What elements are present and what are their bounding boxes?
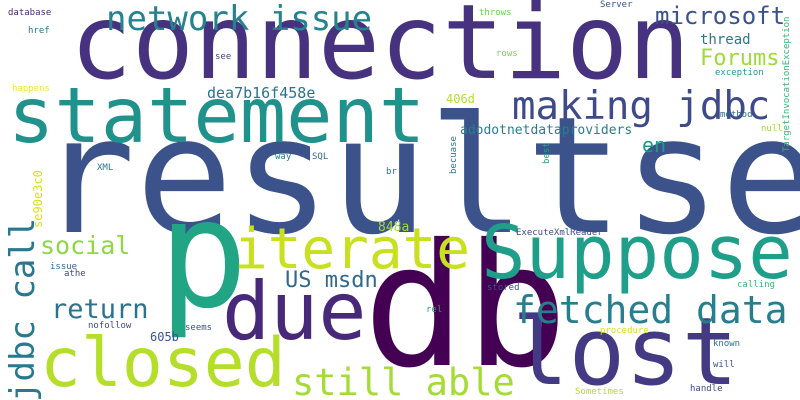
word-targetinvocationexception: TargetInvocationException [782, 16, 792, 152]
word-calling: calling [737, 280, 775, 290]
word-sometimes: Sometimes [575, 387, 624, 397]
word-see: see [215, 52, 232, 62]
word-throws: throws [479, 8, 512, 18]
word-known: known [713, 339, 741, 349]
word-server: Server [600, 0, 633, 10]
word-closed: closed [40, 324, 286, 400]
word-null: null [761, 124, 783, 134]
word-procedure: procedure [600, 326, 649, 336]
word-fetched-data: fetched data [513, 288, 788, 332]
word-dea7b16f458e: dea7b16f458e [207, 84, 316, 102]
word-href: href [28, 26, 50, 36]
word-seems: seems [185, 323, 213, 333]
word-exception: exception [715, 68, 764, 78]
word-method: method [720, 110, 753, 120]
word-becuase: becuase [449, 136, 459, 174]
word-resultset: resultset [38, 83, 800, 271]
word-way: way [275, 152, 292, 162]
word-605b: 605b [150, 330, 179, 344]
word-suppose: Suppose [481, 210, 793, 296]
word-se90e3c0: se90e3c0 [31, 170, 45, 228]
word-happens: happens [12, 84, 50, 94]
word-executexmlreader: ExecuteXmlReader [516, 228, 603, 238]
word-lost: lost [512, 298, 739, 400]
word-issue: issue [50, 262, 78, 272]
word-will: will [713, 360, 735, 370]
word-p: p [158, 168, 249, 342]
word-sql: SQL [312, 152, 329, 162]
word-handle: handle [690, 384, 723, 394]
word-us-msdn: US msdn [285, 268, 378, 293]
word-stored: stored [487, 283, 520, 293]
word-adodotnetdataproviders: adodotnetdataproviders [460, 123, 633, 138]
word-return: return [51, 294, 149, 325]
word-athe: athe [64, 269, 86, 279]
word-en: en [642, 133, 667, 157]
word-network-issue: network issue [106, 0, 373, 39]
word-microsoft: microsoft [655, 2, 786, 30]
word-rows: rows [496, 49, 518, 59]
word-848a: 848a [378, 220, 410, 235]
word-statement: statement [8, 72, 426, 161]
word-iterate: iterate [234, 217, 471, 282]
word-best: best [542, 142, 552, 164]
word-forums: Forums [700, 46, 780, 71]
word-406d: 406d [446, 92, 475, 106]
word-db: db [363, 208, 568, 400]
word-due: due [222, 265, 367, 358]
word-social: social [40, 231, 131, 260]
word-jdbc-call: jdbc call [3, 217, 43, 400]
word-xml: XML [97, 163, 114, 173]
word-thread: thread [700, 32, 751, 48]
word-making-jdbc: making jdbc [512, 84, 771, 129]
word-br: br [386, 167, 397, 177]
word-connection: connection [70, 0, 691, 103]
word-rel: rel [426, 305, 443, 315]
word-database: database [8, 8, 52, 18]
word-still-able: still able [292, 361, 515, 400]
word-nofollow: nofollow [88, 321, 132, 331]
